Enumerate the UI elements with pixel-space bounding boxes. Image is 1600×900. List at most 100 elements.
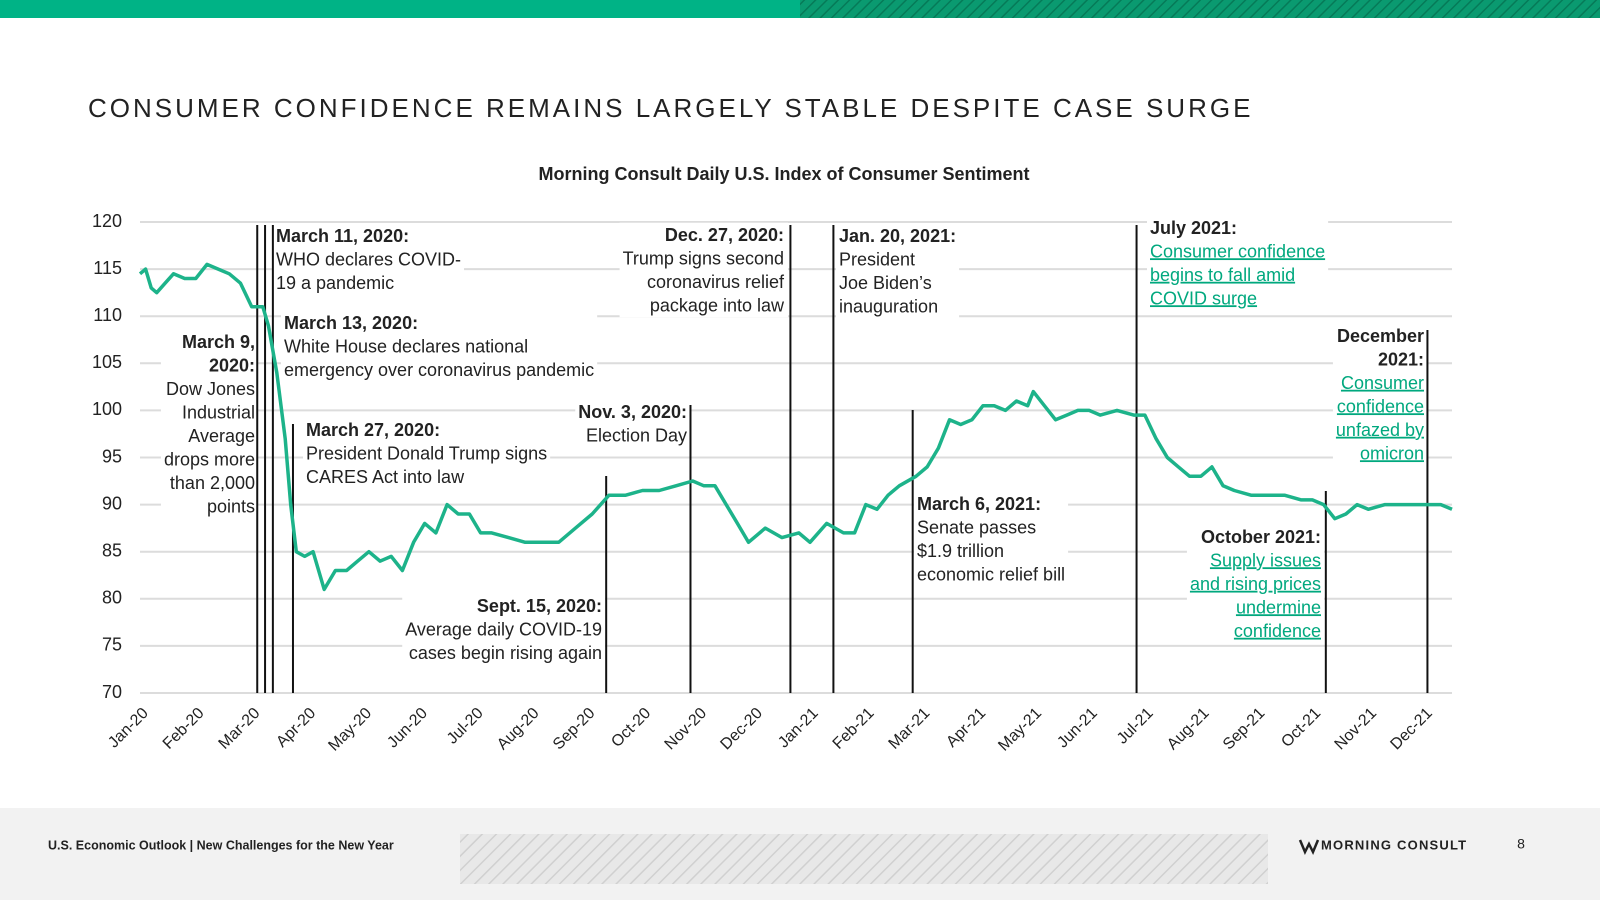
annotation-text: points [207,496,255,516]
x-tick-label: Sep-20 [550,705,599,754]
annotation-bg [281,310,598,382]
x-tick-label: Nov-20 [662,705,711,754]
annotation-title: March 13, 2020: [284,313,418,333]
annotation: March 9, 2020: Dow Jones Industrial Average d… [160,329,258,519]
annotation: July 2021: Consumer confidence begins to f… [1147,215,1329,311]
footer-pattern [460,834,1268,884]
x-tick-label: Feb-20 [160,705,208,753]
brand-logo [1298,839,1320,856]
annotation-title: Dec. 27, 2020: [665,225,784,245]
x-tick-label: Dec-21 [1387,705,1436,754]
y-tick-label: 100 [92,399,122,419]
y-tick-label: 70 [102,682,122,702]
annotation-title: 2020: [209,355,255,375]
top-bar [0,0,800,18]
y-tick-label: 105 [92,352,122,372]
y-tick-label: 80 [102,588,122,608]
annotation-text: confidence [1234,621,1321,641]
annotation: Dec. 27, 2020: Trump signs second coronavi… [619,222,788,318]
annotation: March 6, 2021: Senate passes $1.9 trillion… [914,491,1069,587]
annotation-title: Jan. 20, 2021: [839,226,956,246]
annotation-bg [1186,524,1324,643]
annotation: March 11, 2020: WHO declares COVID- 19 a p… [273,223,465,295]
x-tick-label: Aug-21 [1164,705,1213,754]
y-tick-label: 90 [102,493,122,513]
annotation-text: White House declares national [284,336,528,356]
annotation-title: July 2021: [1150,218,1237,238]
annotation-text: and rising prices [1190,574,1321,594]
annotation-text: economic relief bill [917,564,1065,584]
annotation-text: Industrial [182,402,255,422]
annotation-text: package into law [650,295,785,315]
annotation-title: 2021: [1378,349,1424,369]
annotation-text: begins to fall amid [1150,265,1295,285]
annotation-text: 19 a pandemic [276,273,394,293]
annotation: March 13, 2020: White House declares nati… [281,310,598,382]
x-tick-label: Aug-20 [494,705,543,754]
annotation-text: Dow Jones [166,379,255,399]
x-tick-label: May-21 [995,705,1045,755]
annotation-bg [575,399,690,448]
x-tick-label: Apr-21 [943,705,989,751]
annotation-bg [619,222,788,318]
annotation-text: cases begin rising again [409,643,602,663]
annotation-text: Consumer confidence [1150,241,1325,261]
annotation-text: drops more [164,449,255,469]
annotation-title: March 27, 2020: [306,420,440,440]
annotation-text: WHO declares COVID- [276,249,461,269]
annotation-title: March 6, 2021: [917,494,1041,514]
annotation-text: undermine [1236,597,1321,617]
annotation-text: Supply issues [1210,550,1321,570]
x-tick-label: Jul-20 [444,705,487,748]
x-tick-label: Oct-21 [1278,705,1324,751]
x-tick-label: Feb-21 [830,705,878,753]
x-tick-label: Oct-20 [608,705,654,751]
x-tick-label: May-20 [325,705,375,755]
brand-name: MORNING CONSULT [1321,837,1467,852]
top-bar-pattern [800,0,1600,18]
annotation-text: President [839,249,915,269]
annotation-text: coronavirus relief [647,272,785,292]
annotation: Nov. 3, 2020: Election Day [575,399,690,448]
annotation-title: March 11, 2020: [276,226,409,246]
annotation-text: President Donald Trump signs [306,443,547,463]
chart-title: Morning Consult Daily U.S. Index of Cons… [538,164,1029,184]
data-line [138,262,1453,592]
footer-text: U.S. Economic Outlook | New Challenges f… [48,838,394,852]
x-tick-label: Mar-21 [886,705,934,753]
annotation-text: Senate passes [917,517,1036,537]
y-tick-label: 115 [93,258,122,278]
annotation-text: CARES Act into law [306,467,465,487]
annotation-title: March 9, [182,332,255,352]
annotation-title: December [1337,326,1424,346]
annotation-bg [273,223,465,295]
x-tick-label: Nov-21 [1332,705,1381,754]
annotation-title: October 2021: [1201,527,1321,547]
annotation: Sept. 15, 2020: Average daily COVID-19 cas… [402,593,605,665]
annotation-text: Joe Biden’s [839,273,932,293]
annotation-text: inauguration [839,296,938,316]
x-tick-label: Sep-21 [1220,705,1269,754]
annotation-text: $1.9 trillion [917,541,1004,561]
annotation-bg [303,417,551,489]
y-tick-label: 110 [93,305,122,325]
annotation-text: than 2,000 [170,473,255,493]
annotation: October 2021: Supply issues and rising pri… [1186,524,1324,643]
y-tick-label: 75 [102,635,122,655]
annotation-text: COVID surge [1150,288,1257,308]
x-tick-label: Dec-20 [717,705,766,754]
annotation-text: emergency over coronavirus pandemic [284,360,594,380]
annotation: December 2021: Consumer confidence unfazed b… [1332,323,1428,466]
annotation-bg [914,491,1069,587]
annotation-title: Sept. 15, 2020: [477,596,602,616]
x-tick-label: Jun-21 [1054,705,1101,752]
annotation-bg [1332,323,1428,466]
annotation-bg [1147,215,1329,311]
x-tick-label: Apr-20 [273,705,319,751]
x-tick-label: Mar-20 [216,705,264,753]
annotation-text: Trump signs second [623,248,784,268]
x-tick-label: Jan-20 [105,705,152,752]
annotation-text: Consumer [1341,373,1424,393]
